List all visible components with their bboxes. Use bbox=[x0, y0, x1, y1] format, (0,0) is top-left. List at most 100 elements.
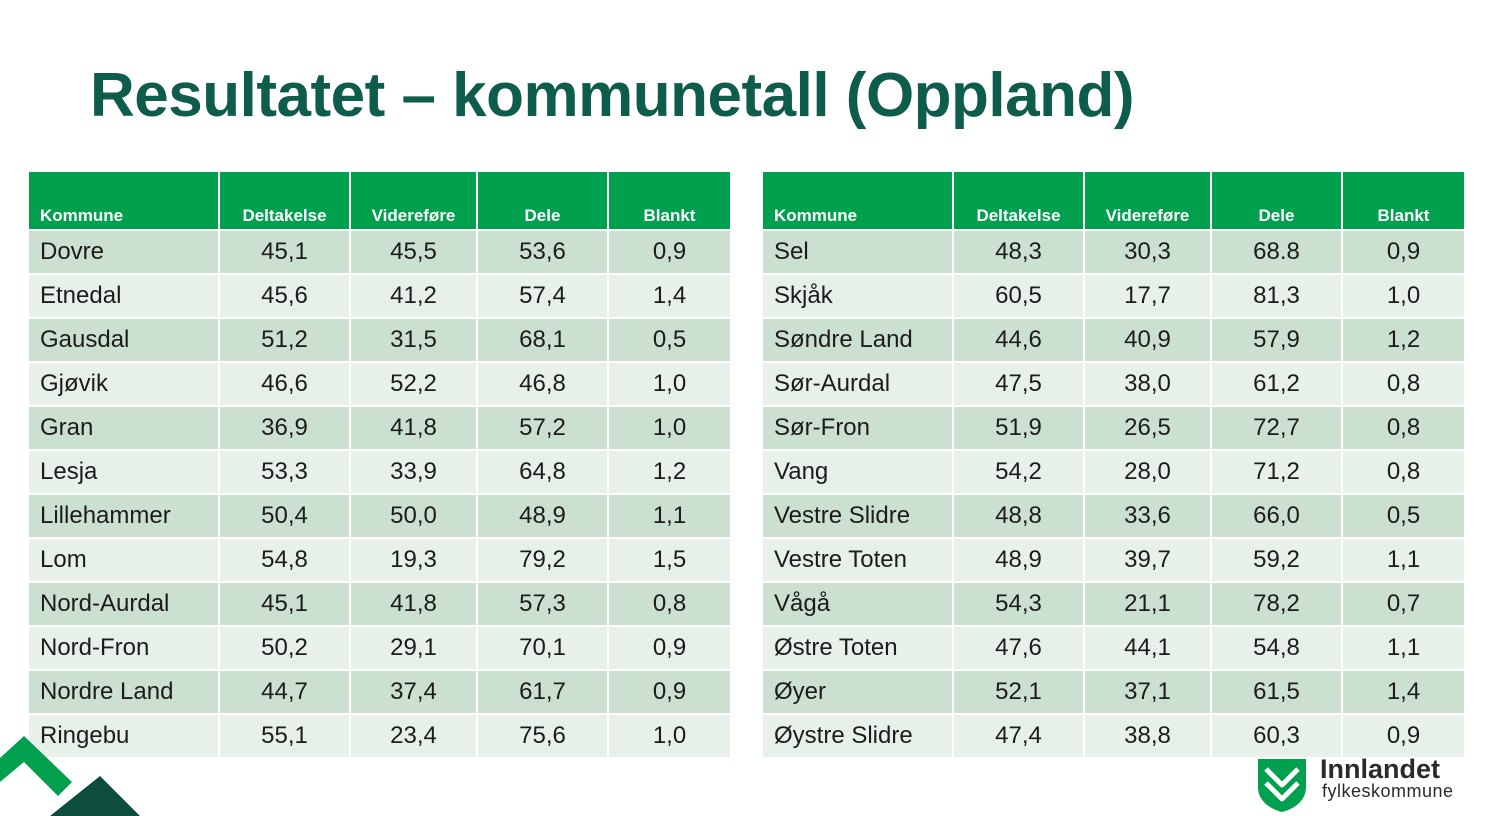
cell-viderefore: 26,5 bbox=[1084, 406, 1212, 451]
cell-viderefore: 38,8 bbox=[1084, 714, 1212, 759]
cell-viderefore: 41,8 bbox=[350, 582, 478, 627]
cell-deltakelse: 51,9 bbox=[953, 406, 1085, 451]
table-row: Dovre 45,1 45,5 53,6 0,9 bbox=[29, 230, 730, 275]
cell-blankt: 0,7 bbox=[1342, 582, 1464, 627]
column-header-viderefore: Videreføre bbox=[1084, 172, 1212, 231]
cell-viderefore: 41,8 bbox=[350, 406, 478, 451]
cell-viderefore: 17,7 bbox=[1084, 274, 1212, 319]
column-header-kommune: Kommune bbox=[29, 172, 220, 231]
logo-subtitle: fylkeskommune bbox=[1322, 781, 1454, 801]
column-header-blankt: Blankt bbox=[1342, 172, 1464, 231]
cell-viderefore: 31,5 bbox=[350, 318, 478, 363]
table-row: Etnedal 45,6 41,2 57,4 1,4 bbox=[29, 274, 730, 319]
cell-deltakelse: 48,8 bbox=[953, 494, 1085, 539]
cell-dele: 79,2 bbox=[477, 538, 609, 583]
cell-blankt: 0,9 bbox=[1342, 230, 1464, 275]
results-table-right: Kommune Deltakelse Videreføre Dele Blank… bbox=[763, 172, 1464, 759]
table-row: Sel 48,3 30,3 68.8 0,9 bbox=[763, 230, 1464, 275]
cell-dele: 78,2 bbox=[1211, 582, 1343, 627]
results-table-left: Kommune Deltakelse Videreføre Dele Blank… bbox=[29, 172, 730, 759]
cell-dele: 53,6 bbox=[477, 230, 609, 275]
cell-blankt: 0,9 bbox=[608, 626, 730, 671]
table-row: Vang 54,2 28,0 71,2 0,8 bbox=[763, 450, 1464, 495]
cell-deltakelse: 45,1 bbox=[219, 230, 351, 275]
cell-kommune: Etnedal bbox=[29, 274, 220, 319]
table-row: Gausdal 51,2 31,5 68,1 0,5 bbox=[29, 318, 730, 363]
cell-blankt: 0,8 bbox=[1342, 450, 1464, 495]
cell-deltakelse: 48,9 bbox=[953, 538, 1085, 583]
cell-blankt: 1,4 bbox=[1342, 670, 1464, 715]
cell-viderefore: 39,7 bbox=[1084, 538, 1212, 583]
cell-dele: 59,2 bbox=[1211, 538, 1343, 583]
cell-viderefore: 40,9 bbox=[1084, 318, 1212, 363]
table-header-row: Kommune Deltakelse Videreføre Dele Blank… bbox=[763, 172, 1464, 231]
table-row: Sør-Aurdal 47,5 38,0 61,2 0,8 bbox=[763, 362, 1464, 407]
cell-deltakelse: 53,3 bbox=[219, 450, 351, 495]
mountain-chevron-icon bbox=[0, 736, 140, 816]
column-header-dele: Dele bbox=[477, 172, 609, 231]
cell-kommune: Gjøvik bbox=[29, 362, 220, 407]
cell-viderefore: 44,1 bbox=[1084, 626, 1212, 671]
cell-viderefore: 37,1 bbox=[1084, 670, 1212, 715]
cell-viderefore: 33,6 bbox=[1084, 494, 1212, 539]
cell-kommune: Nord-Aurdal bbox=[29, 582, 220, 627]
cell-viderefore: 41,2 bbox=[350, 274, 478, 319]
cell-deltakelse: 54,3 bbox=[953, 582, 1085, 627]
cell-kommune: Lesja bbox=[29, 450, 220, 495]
cell-dele: 68.8 bbox=[1211, 230, 1343, 275]
table-row: Ringebu 55,1 23,4 75,6 1,0 bbox=[29, 714, 730, 759]
cell-deltakelse: 36,9 bbox=[219, 406, 351, 451]
column-header-blankt: Blankt bbox=[608, 172, 730, 231]
cell-blankt: 1,1 bbox=[608, 494, 730, 539]
cell-deltakelse: 44,7 bbox=[219, 670, 351, 715]
cell-blankt: 1,0 bbox=[608, 406, 730, 451]
cell-kommune: Sør-Aurdal bbox=[763, 362, 954, 407]
cell-dele: 71,2 bbox=[1211, 450, 1343, 495]
cell-kommune: Nord-Fron bbox=[29, 626, 220, 671]
cell-deltakelse: 54,8 bbox=[219, 538, 351, 583]
cell-dele: 81,3 bbox=[1211, 274, 1343, 319]
cell-kommune: Sør-Fron bbox=[763, 406, 954, 451]
cell-kommune: Ringebu bbox=[29, 714, 220, 759]
table-row: Vestre Slidre 48,8 33,6 66,0 0,5 bbox=[763, 494, 1464, 539]
cell-kommune: Skjåk bbox=[763, 274, 954, 319]
cell-blankt: 1,1 bbox=[1342, 626, 1464, 671]
cell-deltakelse: 60,5 bbox=[953, 274, 1085, 319]
cell-dele: 75,6 bbox=[477, 714, 609, 759]
cell-blankt: 1,0 bbox=[608, 362, 730, 407]
cell-kommune: Gausdal bbox=[29, 318, 220, 363]
logo-name: Innlandet bbox=[1320, 754, 1440, 784]
innlandet-shield-icon bbox=[1258, 759, 1306, 812]
cell-blankt: 0,9 bbox=[608, 230, 730, 275]
cell-viderefore: 33,9 bbox=[350, 450, 478, 495]
cell-deltakelse: 45,6 bbox=[219, 274, 351, 319]
table-row: Nordre Land 44,7 37,4 61,7 0,9 bbox=[29, 670, 730, 715]
slide-title: Resultatet – kommunetall (Oppland) bbox=[90, 61, 1135, 130]
table-row: Nord-Fron 50,2 29,1 70,1 0,9 bbox=[29, 626, 730, 671]
cell-dele: 61,5 bbox=[1211, 670, 1343, 715]
cell-deltakelse: 50,4 bbox=[219, 494, 351, 539]
column-header-kommune: Kommune bbox=[763, 172, 954, 231]
cell-blankt: 1,4 bbox=[608, 274, 730, 319]
cell-deltakelse: 55,1 bbox=[219, 714, 351, 759]
table-row: Vestre Toten 48,9 39,7 59,2 1,1 bbox=[763, 538, 1464, 583]
table-row: Gjøvik 46,6 52,2 46,8 1,0 bbox=[29, 362, 730, 407]
cell-dele: 66,0 bbox=[1211, 494, 1343, 539]
cell-blankt: 1,1 bbox=[1342, 538, 1464, 583]
cell-deltakelse: 50,2 bbox=[219, 626, 351, 671]
cell-blankt: 0,5 bbox=[1342, 494, 1464, 539]
cell-kommune: Lillehammer bbox=[29, 494, 220, 539]
cell-kommune: Østre Toten bbox=[763, 626, 954, 671]
cell-viderefore: 45,5 bbox=[350, 230, 478, 275]
cell-viderefore: 29,1 bbox=[350, 626, 478, 671]
cell-dele: 64,8 bbox=[477, 450, 609, 495]
cell-dele: 61,2 bbox=[1211, 362, 1343, 407]
cell-deltakelse: 46,6 bbox=[219, 362, 351, 407]
table-row: Lom 54,8 19,3 79,2 1,5 bbox=[29, 538, 730, 583]
cell-kommune: Vestre Slidre bbox=[763, 494, 954, 539]
cell-kommune: Søndre Land bbox=[763, 318, 954, 363]
cell-dele: 57,3 bbox=[477, 582, 609, 627]
cell-blankt: 1,0 bbox=[608, 714, 730, 759]
cell-deltakelse: 47,4 bbox=[953, 714, 1085, 759]
cell-deltakelse: 47,5 bbox=[953, 362, 1085, 407]
